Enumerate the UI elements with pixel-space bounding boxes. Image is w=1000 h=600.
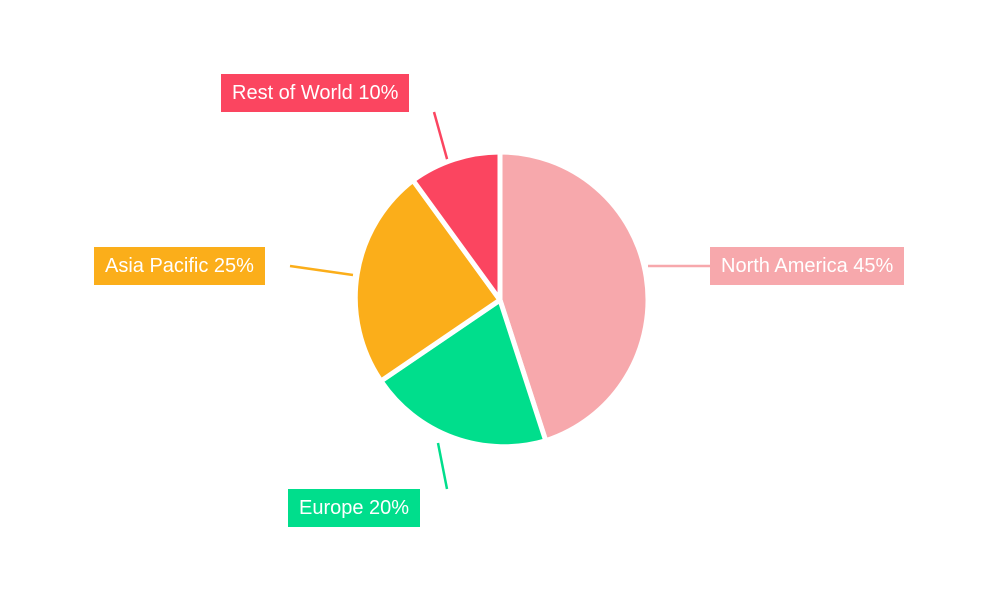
pie-label-europe: Europe 20% xyxy=(288,489,421,527)
pie-label-north-america: North America 45% xyxy=(710,247,905,285)
leader-line-asia-pacific xyxy=(289,264,354,277)
leader-line-europe xyxy=(436,442,449,490)
pie-slices xyxy=(352,149,651,450)
pie-label-asia-pacific: Asia Pacific 25% xyxy=(94,247,265,285)
pie-slice-europe[interactable] xyxy=(378,297,549,450)
leader-line-rest-of-world xyxy=(432,111,451,167)
pie-slice-rest-of-world[interactable] xyxy=(410,149,503,303)
leader-lines xyxy=(289,111,712,490)
pie-slice-north-america[interactable] xyxy=(497,149,651,444)
pie-slice-asia-pacific[interactable] xyxy=(352,177,503,384)
pie-label-rest-of-world: Rest of World 10% xyxy=(221,74,410,112)
